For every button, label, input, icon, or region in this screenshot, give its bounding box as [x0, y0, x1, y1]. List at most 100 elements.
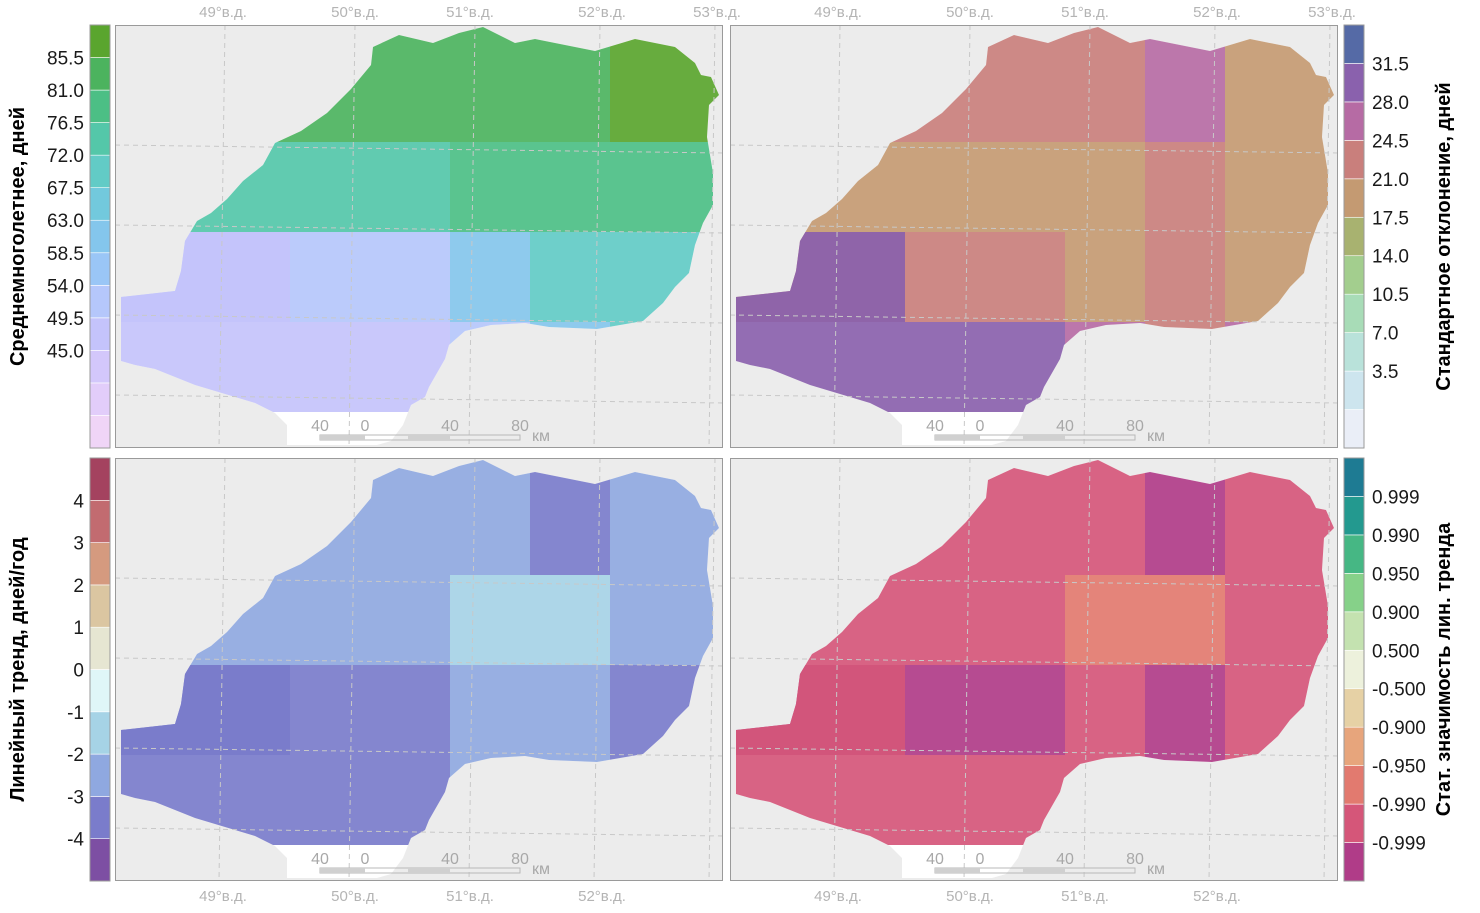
- graticule: [729, 24, 1339, 449]
- longitude-label: 52°в.д.: [1193, 888, 1241, 905]
- colorbar-tick-label: -0.950: [1372, 757, 1426, 778]
- colorbar-segment: [1343, 332, 1365, 372]
- colorbar-segment: [1343, 293, 1365, 333]
- colorbar-tick-label: 67.5: [47, 179, 84, 200]
- graticule: [114, 24, 724, 449]
- longitude-label: 49°в.д.: [814, 888, 862, 905]
- scale-segment: [1023, 435, 1065, 440]
- colorbar-tick-label: 7.0: [1372, 324, 1398, 345]
- colorbar-segment: [89, 753, 111, 797]
- colorbar-tick-label: 72.0: [47, 146, 84, 167]
- colorbar-segment: [1343, 765, 1365, 805]
- data-cell: [1065, 575, 1145, 665]
- colorbar-segment: [1343, 688, 1365, 728]
- colorbar-tick-label: 54.0: [47, 276, 84, 297]
- colorbar-segment: [89, 542, 111, 586]
- colorbar-tick-label: -0.900: [1372, 718, 1426, 739]
- longitude-label: 51°в.д.: [1061, 888, 1109, 905]
- colorbar-tick-label: 0.950: [1372, 564, 1420, 585]
- graticule: [114, 457, 724, 882]
- panel-frame: [115, 458, 723, 881]
- longitude-label: 50°в.д.: [946, 888, 994, 905]
- data-cell: [1145, 142, 1225, 232]
- colorbar-frame: [1343, 24, 1365, 449]
- colorbar-segment: [89, 57, 111, 91]
- colorbar-segment: [89, 457, 111, 501]
- colorbar-segment: [89, 252, 111, 286]
- colorbar-frame: [89, 457, 111, 882]
- colorbar-tick-label: 85.5: [47, 49, 84, 70]
- scale-segment: [408, 435, 450, 440]
- colorbar-segment: [89, 187, 111, 221]
- colorbar-segment: [1343, 140, 1365, 180]
- colorbar-tick-label: -3: [67, 787, 84, 808]
- colorbar-segment: [1343, 24, 1365, 64]
- colorbar-segment: [1343, 409, 1365, 449]
- colorbar-segment: [1343, 534, 1365, 574]
- colorbar-title: Стат. значимость лин. тренда: [1433, 522, 1455, 816]
- longitude-label: 53°в.д.: [693, 4, 741, 21]
- colorbar-tick-label: 63.0: [47, 211, 84, 232]
- colorbar-segment: [1343, 803, 1365, 843]
- scale-label: 40: [441, 418, 459, 435]
- colorbar-tick-label: 3: [73, 534, 84, 555]
- colorbar-tick-label: -4: [67, 830, 84, 851]
- data-cell: [1145, 575, 1225, 665]
- data-cell: [1065, 460, 1145, 575]
- colorbar-segment: [89, 285, 111, 319]
- data-cell: [1065, 232, 1145, 322]
- data-cell: [1065, 27, 1145, 142]
- scale-label: 80: [1126, 418, 1144, 435]
- colorbar-tick-label: -1: [67, 703, 84, 724]
- scale-segment: [1023, 868, 1065, 873]
- longitude-label: 51°в.д.: [1061, 4, 1109, 21]
- data-cell: [530, 232, 610, 322]
- data-cell: [450, 575, 530, 665]
- longitude-label: 53°в.д.: [1308, 4, 1356, 21]
- longitude-label: 51°в.д.: [446, 4, 494, 21]
- colorbar-segment: [1343, 611, 1365, 651]
- colorbar-segment: [1343, 63, 1365, 103]
- colorbar-tick-label: 0.900: [1372, 603, 1420, 624]
- data-cell: [530, 142, 610, 232]
- longitude-label: 52°в.д.: [1193, 4, 1241, 21]
- colorbar-tick-label: 31.5: [1372, 54, 1409, 75]
- colorbar-segment: [1343, 726, 1365, 766]
- colorbar-segment: [1343, 649, 1365, 690]
- scale-label: 40: [1056, 851, 1074, 868]
- scale-label: 0: [361, 418, 370, 435]
- colorbar-tick-label: 45.0: [47, 341, 84, 362]
- scale-unit: км: [532, 861, 550, 878]
- longitude-label: 52°в.д.: [578, 4, 626, 21]
- data-cell: [1065, 142, 1145, 232]
- colorbar-segment: [89, 669, 111, 713]
- colorbar-tick-label: 1: [73, 618, 84, 639]
- colorbar-mean: 85.5 81.0 76.5 72.0 67.5 63.0 58.5 54.0 49.5 45.0…: [7, 24, 111, 449]
- colorbar-tick-label: 76.5: [47, 114, 84, 135]
- colorbar-tick-label: -0.500: [1372, 680, 1426, 701]
- scale-label: 80: [1126, 851, 1144, 868]
- longitude-label: 50°в.д.: [331, 888, 379, 905]
- colorbar-tick-label: 4: [73, 491, 84, 512]
- colorbar-segment: [89, 415, 111, 449]
- colorbar-tick-label: 0: [73, 661, 84, 682]
- colorbar-segment: [89, 219, 111, 254]
- scale-segment: [320, 435, 365, 440]
- data-cell: [1225, 142, 1334, 232]
- colorbar-tick-label: 0.999: [1372, 487, 1420, 508]
- data-cell: [530, 575, 610, 665]
- scale-label: 40: [1056, 418, 1074, 435]
- data-cell: [450, 460, 530, 575]
- colorbar-segment: [89, 711, 111, 755]
- scale-label: 0: [976, 418, 985, 435]
- colorbar-tick-label: -0.999: [1372, 834, 1426, 855]
- colorbar-tick-label: 58.5: [47, 244, 84, 265]
- colorbar-tick-label: 10.5: [1372, 285, 1409, 306]
- colorbar-segment: [1343, 842, 1365, 882]
- data-cell: [1145, 665, 1225, 755]
- scale-label: 80: [511, 418, 529, 435]
